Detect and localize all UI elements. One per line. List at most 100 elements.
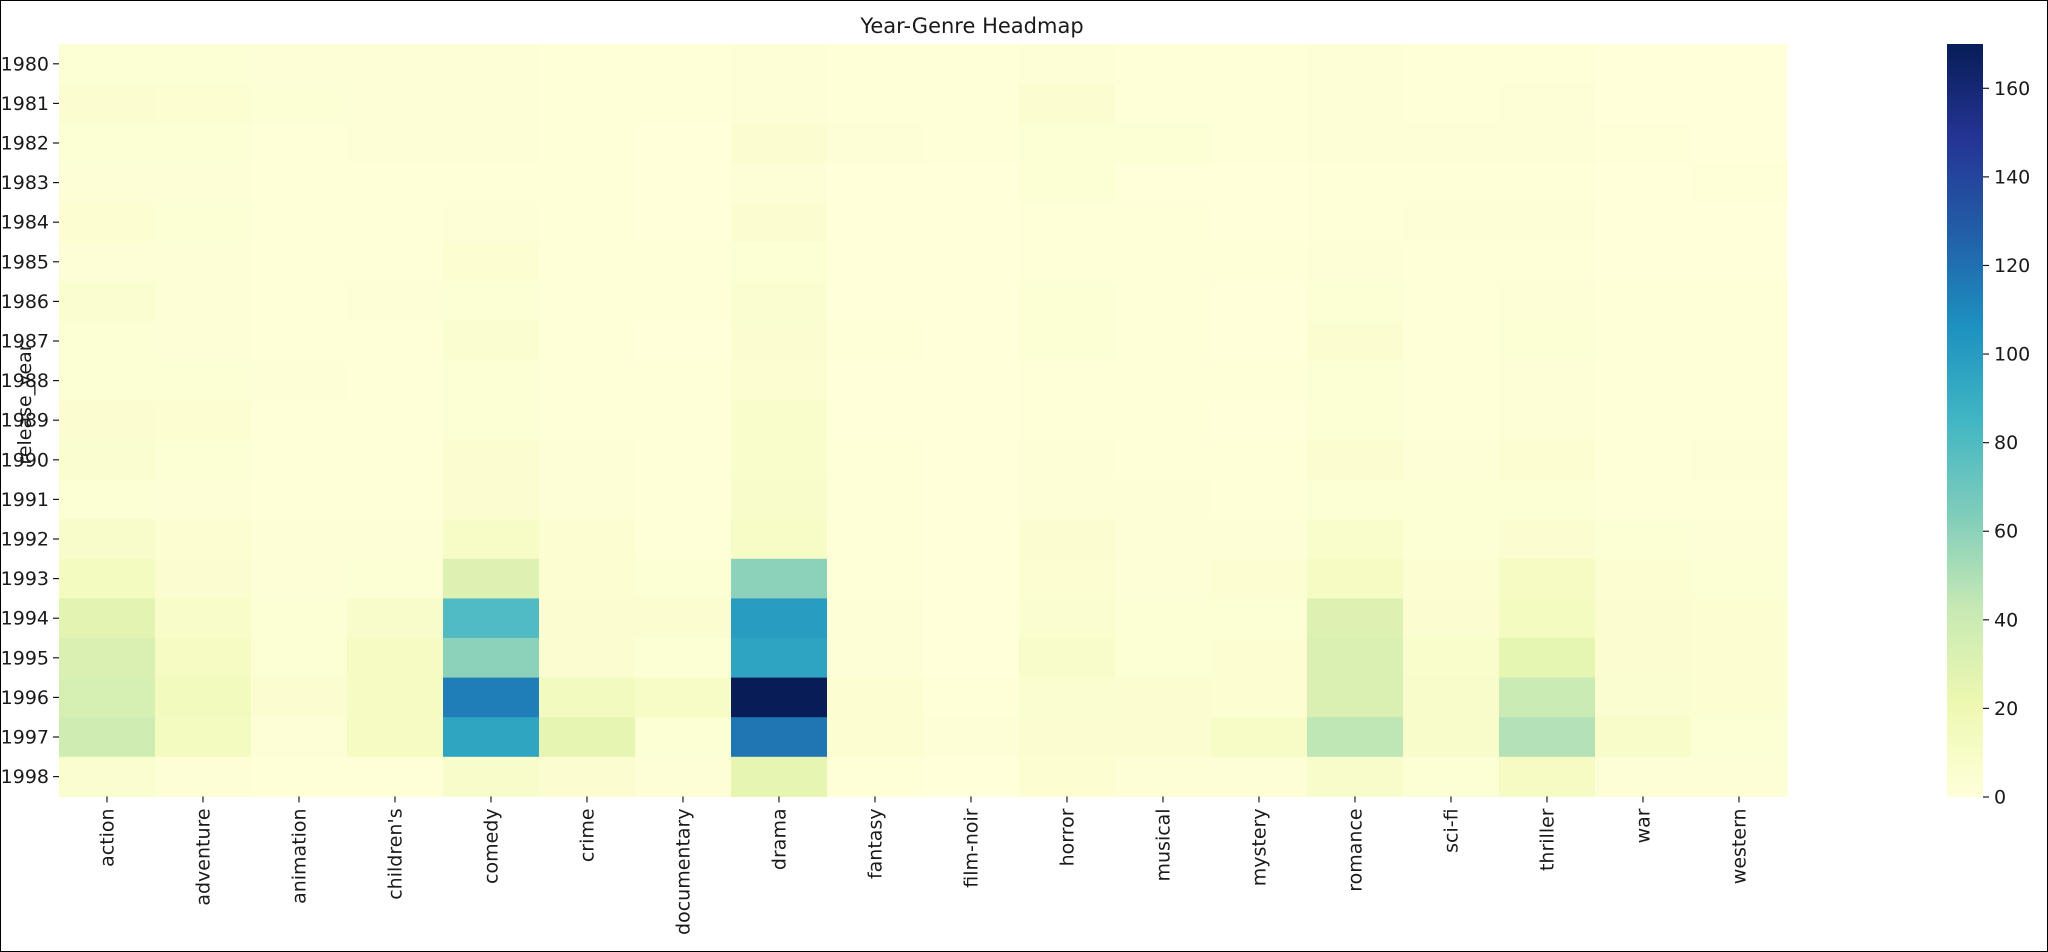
x-tick-label: horror (1057, 808, 1079, 866)
heatmap-cell (251, 440, 348, 481)
heatmap-cell (1211, 598, 1308, 639)
heatmap-cell (1691, 202, 1788, 243)
heatmap-cell (731, 321, 828, 362)
heatmap-cell (347, 756, 444, 797)
y-tick-label: 1992 (1, 529, 49, 551)
heatmap-cell (155, 598, 252, 639)
heatmap-cell (1019, 360, 1116, 401)
heatmap-cell (1211, 242, 1308, 283)
heatmap-cell (1691, 519, 1788, 560)
colorbar-tick-label: 80 (1994, 432, 2018, 454)
heatmap-cell (1211, 281, 1308, 322)
heatmap-cell (347, 598, 444, 639)
heatmap-cell (443, 638, 540, 679)
heatmap-cell (443, 440, 540, 481)
heatmap-cell (443, 242, 540, 283)
heatmap-cell (1499, 519, 1596, 560)
heatmap-cell (1019, 123, 1116, 164)
heatmap-cell (347, 321, 444, 362)
heatmap-cell (155, 281, 252, 322)
heatmap-cell (1307, 717, 1404, 758)
heatmap-cell (251, 519, 348, 560)
heatmap-cell (1115, 717, 1212, 758)
heatmap-cell (731, 44, 828, 85)
heatmap-cell (59, 479, 156, 520)
colorbar-tick-label: 20 (1994, 698, 2018, 720)
x-tick-label: western (1729, 808, 1751, 884)
heatmap-cell (1691, 44, 1788, 85)
heatmap-cell (1499, 558, 1596, 599)
heatmap-cell (923, 162, 1020, 203)
heatmap-cell (1115, 400, 1212, 441)
heatmap-cell (635, 281, 732, 322)
heatmap-cell (1595, 400, 1692, 441)
heatmap-cell (1307, 123, 1404, 164)
heatmap-cell (59, 162, 156, 203)
heatmap-cell (1499, 717, 1596, 758)
colorbar-tick-label: 140 (1994, 166, 2030, 188)
heatmap-cell (1691, 756, 1788, 797)
heatmap-cell (1019, 242, 1116, 283)
colorbar-tick-label: 160 (1994, 78, 2030, 100)
heatmap-cell (1211, 400, 1308, 441)
heatmap-cell (347, 677, 444, 718)
heatmap-cell (731, 83, 828, 124)
heatmap-cell (731, 558, 828, 599)
heatmap-cell (1211, 717, 1308, 758)
heatmap-cell (1595, 242, 1692, 283)
heatmap-cell (539, 242, 636, 283)
heatmap-cell (251, 479, 348, 520)
heatmap-cell (1211, 321, 1308, 362)
heatmap-cell (1019, 638, 1116, 679)
heatmap-cell (1019, 756, 1116, 797)
heatmap-cell (1211, 519, 1308, 560)
heatmap-cell (251, 558, 348, 599)
heatmap-cell (1499, 123, 1596, 164)
heatmap-cell (1403, 717, 1500, 758)
heatmap-cell (59, 281, 156, 322)
heatmap-cell (443, 677, 540, 718)
heatmap-cell (155, 123, 252, 164)
heatmap-cell (1691, 83, 1788, 124)
heatmap-cell (1115, 479, 1212, 520)
heatmap-cell (1307, 598, 1404, 639)
heatmap-cell (731, 242, 828, 283)
heatmap-cell (1403, 44, 1500, 85)
heatmap-cell (1115, 162, 1212, 203)
heatmap-cell (923, 717, 1020, 758)
y-tick-label: 1982 (1, 133, 49, 155)
heatmap-cell (923, 400, 1020, 441)
heatmap-cell (1403, 558, 1500, 599)
heatmap-cell (1403, 162, 1500, 203)
heatmap-cell (635, 440, 732, 481)
heatmap-cell (1307, 44, 1404, 85)
heatmap-cell (1211, 162, 1308, 203)
heatmap-cell (1499, 162, 1596, 203)
y-tick-label: 1996 (1, 687, 49, 709)
heatmap-cell (1115, 638, 1212, 679)
heatmap-cell (635, 83, 732, 124)
heatmap-cell (1307, 400, 1404, 441)
y-tick-label: 1995 (1, 647, 49, 669)
heatmap-cell (155, 400, 252, 441)
x-tick-label: mystery (1249, 808, 1271, 886)
heatmap-cell (1211, 558, 1308, 599)
heatmap-cell (923, 321, 1020, 362)
heatmap-cell (539, 400, 636, 441)
heatmap-cell (347, 638, 444, 679)
x-tick-label: fantasy (865, 808, 887, 879)
chart-title: Year-Genre Headmap (859, 14, 1083, 38)
heatmap-cell (1595, 717, 1692, 758)
heatmap-cell (635, 321, 732, 362)
heatmap-cell (155, 756, 252, 797)
heatmap-cell (1499, 479, 1596, 520)
heatmap-cell (1499, 440, 1596, 481)
heatmap-cell (1307, 321, 1404, 362)
heatmap-cell (347, 400, 444, 441)
heatmap-cell (731, 519, 828, 560)
heatmap-cell (155, 440, 252, 481)
heatmap-cell (443, 123, 540, 164)
y-axis-label: release_year (14, 343, 36, 464)
colorbar-tick-label: 100 (1994, 344, 2030, 366)
heatmap-cell (1595, 162, 1692, 203)
